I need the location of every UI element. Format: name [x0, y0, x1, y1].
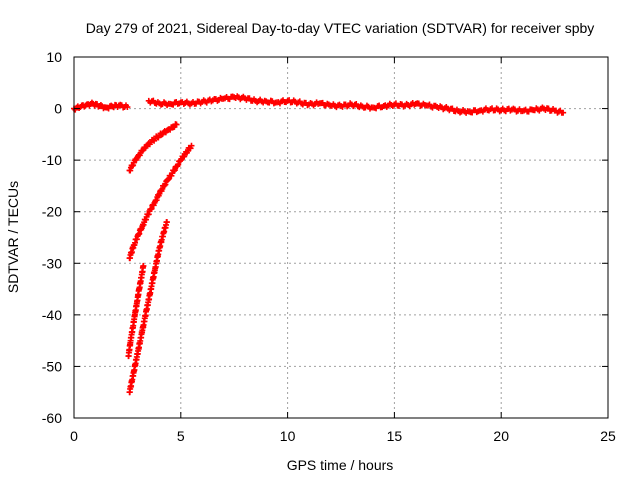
data-point-run — [489, 105, 503, 115]
y-tick-label: -10 — [42, 152, 62, 168]
data-point-run — [125, 339, 134, 359]
data-point-run — [382, 100, 396, 110]
x-tick-label: 20 — [493, 428, 509, 444]
data-point-run — [499, 105, 514, 115]
data-point-run — [165, 172, 175, 182]
grid-lines — [74, 57, 608, 418]
axis-ticks — [73, 56, 609, 419]
data-point-run — [147, 97, 161, 107]
series-arc-3 — [125, 262, 147, 360]
data-point-run — [143, 286, 154, 312]
data-point-run — [275, 97, 290, 107]
data-point-run — [126, 369, 137, 396]
data-point-run — [200, 96, 215, 106]
data-point — [560, 109, 567, 116]
data-point-run — [140, 144, 149, 153]
series-arc-2 — [126, 142, 195, 262]
data-point-run — [179, 98, 193, 108]
data-point-run — [139, 307, 150, 331]
data-point-run — [78, 102, 89, 110]
x-tick-label: 10 — [280, 428, 296, 444]
x-tick-label: 0 — [70, 428, 78, 444]
data-point-run — [531, 104, 546, 114]
data-point-run — [350, 100, 364, 111]
data-point-run — [318, 99, 332, 109]
data-point-run — [182, 144, 194, 156]
data-point-run — [286, 97, 300, 107]
data-point-run — [161, 127, 170, 136]
y-tick-label: -50 — [42, 358, 62, 374]
data-point-run — [478, 105, 492, 115]
data-point-run — [166, 124, 175, 133]
x-tick-label: 25 — [600, 428, 616, 444]
data-point-run — [148, 136, 158, 144]
data-point-run — [135, 329, 146, 352]
data-point-run — [392, 100, 407, 110]
data-point-run — [148, 267, 158, 292]
series-arc-1 — [126, 121, 180, 174]
x-tick-label: 5 — [177, 428, 185, 444]
data-point-run — [157, 130, 166, 138]
data-points — [71, 93, 567, 396]
data-point-run — [339, 100, 354, 110]
data-point-run — [435, 103, 450, 113]
x-axis-title: GPS time / hours — [287, 457, 394, 473]
series-arc-4 — [126, 219, 170, 396]
plot-frame — [73, 56, 609, 419]
chart-title: Day 279 of 2021, Sidereal Day-to-day VTE… — [86, 20, 595, 36]
data-point-run — [129, 313, 138, 331]
data-point-run — [174, 158, 183, 170]
data-point-run — [168, 99, 183, 108]
y-tick-label: -40 — [42, 307, 62, 323]
data-point-run — [542, 105, 557, 114]
series-main-track-1 — [71, 99, 131, 113]
data-point-run — [156, 230, 167, 251]
data-point — [164, 176, 171, 183]
y-tick-label: -20 — [42, 204, 62, 220]
data-point-run — [131, 154, 141, 164]
data-point — [173, 121, 180, 128]
data-point-run — [371, 102, 386, 112]
data-point — [124, 104, 131, 111]
data-point-run — [153, 133, 162, 141]
data-point-run — [403, 100, 418, 110]
y-tick-label: -30 — [42, 255, 62, 271]
y-tick-label: 0 — [54, 101, 62, 117]
data-point-run — [132, 300, 140, 316]
data-point-run — [152, 247, 163, 270]
data-point-run — [446, 105, 460, 115]
y-tick-labels: -60 -50 -40 -30 -20 -10 0 10 — [42, 49, 62, 426]
data-point — [188, 142, 195, 149]
data-point-run — [328, 101, 343, 111]
data-point — [140, 262, 147, 269]
data-point — [163, 219, 170, 226]
y-tick-label: 10 — [46, 49, 62, 65]
data-point-run — [232, 93, 247, 103]
data-point-run — [127, 162, 137, 174]
x-tick-labels: 0 5 10 15 20 25 — [70, 428, 616, 444]
y-tick-label: -60 — [42, 410, 62, 426]
data-point-run — [178, 153, 188, 162]
data-point-run — [144, 140, 153, 148]
data-point-run — [190, 98, 204, 107]
data-point-run — [170, 121, 179, 131]
data-point-run — [243, 95, 258, 104]
y-axis-title: SDTVAR / TECUs — [5, 181, 21, 293]
series-main-track-2 — [145, 93, 567, 116]
data-point-run — [131, 350, 141, 374]
x-tick-label: 15 — [387, 428, 403, 444]
data-point-run — [424, 101, 439, 111]
